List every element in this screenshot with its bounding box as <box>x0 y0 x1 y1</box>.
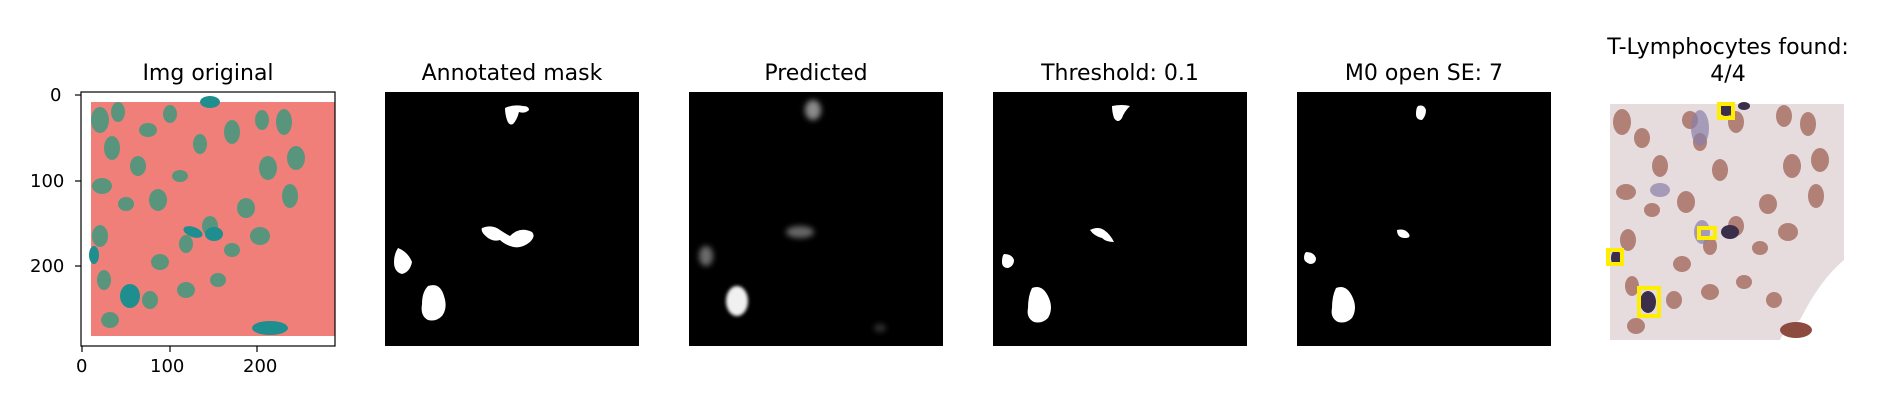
panel-title-threshold: Threshold: 0.1 <box>1041 61 1199 86</box>
panel-title-t-lymphocytes-line1: T-Lymphocytes found: <box>1607 35 1849 60</box>
y-tick-100: 100 <box>30 171 65 192</box>
panel-title-predicted: Predicted <box>764 61 868 86</box>
panel-title-annotated-mask: Annotated mask <box>421 61 603 86</box>
panel-title-t-lymphocytes-line2: 4/4 <box>1710 62 1746 87</box>
panel-title-m0-open: M0 open SE: 7 <box>1344 61 1504 86</box>
x-tick-100: 100 <box>150 356 185 377</box>
x-tick-0: 0 <box>76 356 88 377</box>
y-tick-0: 0 <box>50 85 62 106</box>
x-tick-200: 200 <box>243 356 278 377</box>
panel-title-img-original: Img original <box>142 61 274 86</box>
y-tick-200: 200 <box>30 256 65 277</box>
